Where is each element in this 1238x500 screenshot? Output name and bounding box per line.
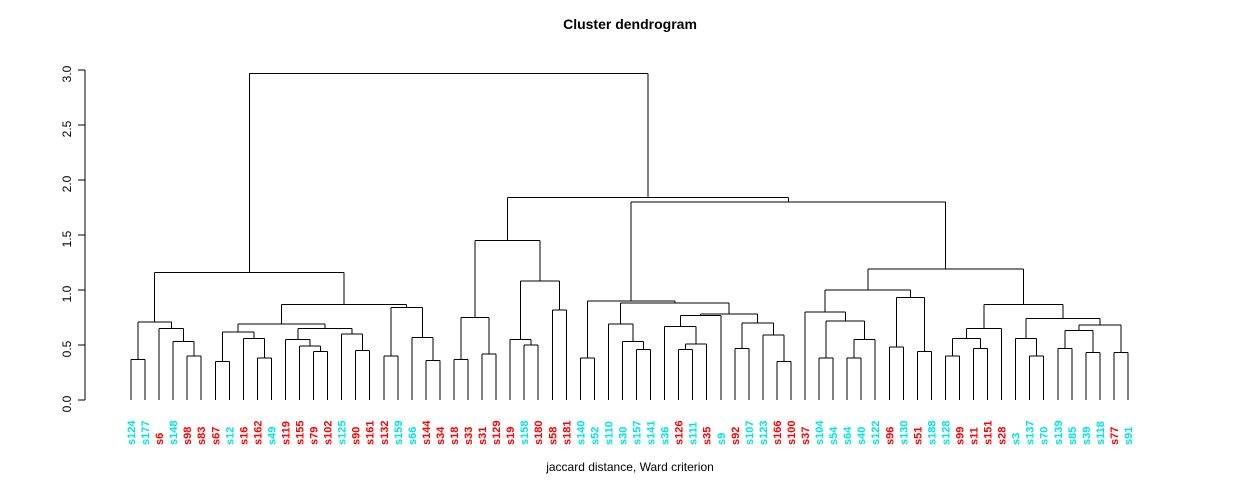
leaf-label-s9: s9 bbox=[716, 433, 728, 445]
leaf-label-s100: s100 bbox=[786, 421, 798, 445]
leaf-label-s54: s54 bbox=[828, 426, 840, 445]
leaf-label-s158: s158 bbox=[519, 421, 531, 445]
leaf-label-s111: s111 bbox=[688, 422, 700, 445]
leaf-label-s125: s125 bbox=[337, 421, 349, 445]
leaf-label-s67: s67 bbox=[210, 427, 222, 445]
y-tick-label: 2.0 bbox=[60, 175, 74, 192]
leaf-label-s51: s51 bbox=[912, 427, 924, 445]
leaf-label-s122: s122 bbox=[870, 421, 882, 445]
leaf-label-s157: s157 bbox=[632, 421, 644, 445]
leaf-label-s181: s181 bbox=[561, 421, 573, 445]
leaf-label-s166: s166 bbox=[772, 421, 784, 445]
leaf-label-s141: s141 bbox=[646, 421, 658, 445]
leaf-label-s40: s40 bbox=[856, 427, 868, 445]
leaf-label-s102: s102 bbox=[323, 421, 335, 445]
leaf-label-s123: s123 bbox=[758, 421, 770, 445]
leaf-label-s12: s12 bbox=[224, 427, 236, 445]
plot-title: Cluster dendrogram bbox=[563, 16, 697, 32]
leaf-label-s19: s19 bbox=[505, 427, 517, 445]
leaf-label-s30: s30 bbox=[617, 427, 629, 445]
leaf-label-s18: s18 bbox=[449, 427, 461, 445]
leaf-label-s124: s124 bbox=[126, 420, 138, 445]
leaf-label-s70: s70 bbox=[1039, 427, 1051, 445]
leaf-label-s180: s180 bbox=[533, 421, 545, 445]
leaf-label-s161: s161 bbox=[365, 421, 377, 445]
leaf-label-s144: s144 bbox=[421, 420, 433, 445]
leaf-label-s162: s162 bbox=[252, 421, 264, 445]
leaf-label-s132: s132 bbox=[379, 421, 391, 445]
leaf-label-s92: s92 bbox=[730, 427, 742, 445]
leaf-label-s159: s159 bbox=[393, 421, 405, 445]
leaf-label-s110: s110 bbox=[603, 421, 615, 445]
y-tick-label: 3.0 bbox=[60, 65, 74, 82]
leaf-label-s36: s36 bbox=[660, 427, 672, 445]
leaf-label-s33: s33 bbox=[463, 427, 475, 445]
y-tick-label: 2.5 bbox=[60, 120, 74, 137]
leaf-label-s52: s52 bbox=[589, 427, 601, 445]
y-tick-label: 1.5 bbox=[60, 230, 74, 247]
leaf-label-s148: s148 bbox=[168, 421, 180, 445]
leaf-label-s37: s37 bbox=[800, 427, 812, 445]
leaf-label-s177: s177 bbox=[140, 421, 152, 445]
leaf-label-s34: s34 bbox=[435, 426, 447, 445]
leaf-label-s64: s64 bbox=[842, 426, 854, 445]
leaf-label-s151: s151 bbox=[983, 421, 995, 445]
leaf-label-s28: s28 bbox=[997, 427, 1009, 445]
leaf-label-s66: s66 bbox=[407, 427, 419, 445]
leaf-label-s91: s91 bbox=[1123, 427, 1135, 445]
leaf-label-s140: s140 bbox=[575, 421, 587, 445]
leaf-label-s49: s49 bbox=[266, 427, 278, 445]
leaf-label-s129: s129 bbox=[491, 421, 503, 445]
leaf-label-s77: s77 bbox=[1109, 427, 1121, 445]
leaf-label-s155: s155 bbox=[295, 421, 307, 445]
leaf-label-s85: s85 bbox=[1067, 427, 1079, 445]
leaf-label-s137: s137 bbox=[1025, 421, 1037, 445]
leaf-label-s11: s11 bbox=[969, 427, 981, 445]
leaf-label-s107: s107 bbox=[744, 421, 756, 445]
leaf-label-s126: s126 bbox=[674, 421, 686, 445]
leaf-label-s139: s139 bbox=[1053, 421, 1065, 445]
leaf-label-s118: s118 bbox=[1095, 421, 1107, 445]
leaf-label-s98: s98 bbox=[182, 427, 194, 445]
x-axis-caption: jaccard distance, Ward criterion bbox=[546, 460, 714, 474]
leaf-label-s79: s79 bbox=[309, 427, 321, 445]
leaf-label-s6: s6 bbox=[154, 433, 166, 445]
leaf-label-s3: s3 bbox=[1011, 433, 1023, 445]
leaf-label-s90: s90 bbox=[351, 427, 363, 445]
leaf-label-s128: s128 bbox=[940, 421, 952, 445]
leaf-label-s35: s35 bbox=[702, 427, 714, 445]
leaf-label-s188: s188 bbox=[926, 421, 938, 445]
leaf-label-s104: s104 bbox=[814, 420, 826, 445]
leaf-label-s16: s16 bbox=[238, 427, 250, 445]
leaf-label-s130: s130 bbox=[898, 421, 910, 445]
leaf-label-s99: s99 bbox=[954, 427, 966, 445]
leaf-label-s39: s39 bbox=[1081, 427, 1093, 445]
leaf-label-s31: s31 bbox=[477, 427, 489, 445]
leaf-label-s58: s58 bbox=[547, 427, 559, 445]
leaf-label-s96: s96 bbox=[884, 427, 896, 445]
leaf-label-s83: s83 bbox=[196, 427, 208, 445]
y-tick-label: 0.5 bbox=[60, 340, 74, 357]
leaf-label-s119: s119 bbox=[280, 421, 292, 445]
y-tick-label: 0.0 bbox=[60, 395, 74, 412]
y-tick-label: 1.0 bbox=[60, 285, 74, 302]
